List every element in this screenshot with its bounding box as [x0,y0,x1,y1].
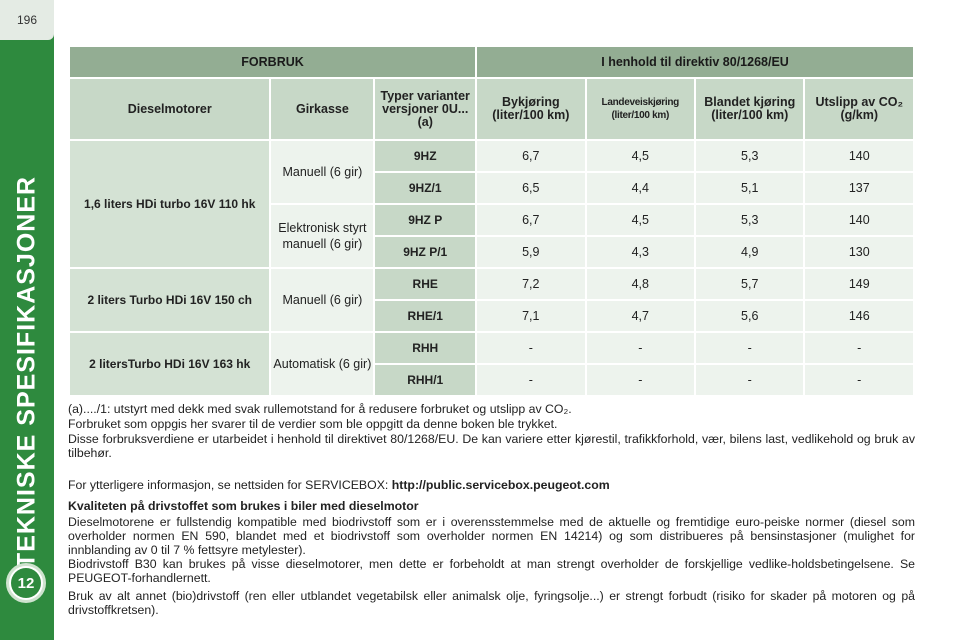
disclaimer-directive: Disse forbruksverdiene er utarbeidet i h… [68,432,915,460]
consumption-table: FORBRUK I henhold til direktiv 80/1268/E… [68,45,915,397]
co2-cell: - [805,333,913,363]
extra-urban-cell: 4,5 [586,141,695,171]
col-header-urban: Bykjøring (liter/100 km) [477,79,585,139]
section-title: TEKNISKE SPESIFIKASJONER [12,175,41,569]
extra-urban-cell: 4,5 [586,205,695,235]
combined-cell: 5,7 [696,269,804,299]
gearbox-cell: Manuell (6 gir) [271,269,374,331]
urban-cell: 5,9 [477,237,585,267]
variant-cell: 9HZ P/1 [375,237,476,267]
sidebar [0,0,54,640]
fuel-quality-heading-text: Kvaliteten på drivstoffet som brukes i b… [68,499,419,513]
variant-cell: RHE/1 [375,301,476,331]
footnote: (a)..../1: utstyrt med dekk med svak rul… [68,402,572,416]
combined-cell: 4,9 [696,237,804,267]
urban-cell: 7,2 [477,269,585,299]
combined-cell: - [696,365,804,395]
header-consumption: FORBRUK [70,47,476,77]
table-row: 2 litersTurbo HDi 16V 163 hk Automatisk … [70,333,913,395]
chapter-number: 12 [11,568,41,598]
more-info-text: For ytterligere informasjon, se nettside… [68,478,392,492]
extra-urban-cell: 4,8 [586,269,695,299]
col-header-extra-urban: Landeveiskjøring (liter/100 km) [586,79,695,139]
table-row: 9HZ/1 6,5 4,4 5,1 137 [70,173,913,203]
combined-cell: 5,3 [696,141,804,171]
urban-cell: 6,7 [477,141,585,171]
engine-cell: 2 litersTurbo HDi 16V 163 hk [70,333,270,395]
extra-urban-cell: 4,7 [586,301,695,331]
gearbox-cell: Manuell (6 gir) [271,141,374,203]
engine-cell: 2 liters Turbo HDi 16V 150 ch [70,269,270,331]
biofuel-paragraph: Dieselmotorene er fullstendig kompatible… [68,515,915,557]
urban-cell: - [477,365,585,395]
col-header-engine: Dieselmotorer [70,79,270,139]
co2-cell: 146 [805,301,913,331]
table-row: 9HZ P/1 5,9 4,3 4,9 130 [70,237,913,267]
extra-urban-cell: 4,4 [586,173,695,203]
chapter-badge: 12 [6,563,46,603]
col-header-co2: Utslipp av CO₂ (g/km) [805,79,913,139]
engine-cell: 1,6 liters HDi turbo 16V 110 hk [70,141,270,267]
b30-paragraph: Biodrivstoff B30 kan brukes på visse die… [68,557,915,585]
urban-cell: 6,5 [477,173,585,203]
servicebox-link[interactable]: http://public.servicebox.peugeot.com [391,478,610,492]
co2-cell: - [805,365,913,395]
prohibited-fuel-paragraph: Bruk av alt annet (bio)drivstoff (ren el… [68,589,915,617]
variant-cell: RHE [375,269,476,299]
table-row: Elektronisk styrt manuell (6 gir) 9HZ P … [70,205,913,267]
gearbox-cell: Automatisk (6 gir) [271,333,374,395]
variant-cell: RHH [375,333,476,363]
variant-cell: 9HZ [375,141,476,171]
col-header-combined: Blandet kjøring (liter/100 km) [696,79,804,139]
variant-cell: 9HZ P [375,205,476,235]
fuel-quality-heading: Kvaliteten på drivstoffet som brukes i b… [68,499,915,513]
co2-cell: 140 [805,141,913,171]
table-row: 1,6 liters HDi turbo 16V 110 hk Manuell … [70,141,913,267]
co2-cell: 149 [805,269,913,299]
gearbox-cell: Elektronisk styrt manuell (6 gir) [271,205,374,267]
table-row: RHE/1 7,1 4,7 5,6 146 [70,301,913,331]
extra-urban-cell: - [586,365,695,395]
header-directive: I henhold til direktiv 80/1268/EU [477,47,913,77]
urban-cell: 7,1 [477,301,585,331]
consumption-table-container: FORBRUK I henhold til direktiv 80/1268/E… [68,45,915,397]
extra-urban-cell: 4,3 [586,237,695,267]
co2-cell: 140 [805,205,913,235]
disclaimer-printed: Forbruket som oppgis her svarer til de v… [68,417,558,431]
variant-cell: 9HZ/1 [375,173,476,203]
col-header-variant: Typer varianter versjoner 0U... (a) [375,79,476,139]
combined-cell: 5,6 [696,301,804,331]
urban-cell: - [477,333,585,363]
col-header-gearbox: Girkasse [271,79,374,139]
combined-cell: 5,3 [696,205,804,235]
table-row: 2 liters Turbo HDi 16V 150 ch Manuell (6… [70,269,913,331]
urban-cell: 6,7 [477,205,585,235]
extra-urban-cell: - [586,333,695,363]
co2-cell: 130 [805,237,913,267]
more-info: For ytterligere informasjon, se nettside… [68,478,915,492]
variant-cell: RHH/1 [375,365,476,395]
combined-cell: - [696,333,804,363]
table-row: RHH/1 - - - - [70,365,913,395]
page-number: 196 [0,0,54,40]
co2-cell: 137 [805,173,913,203]
combined-cell: 5,1 [696,173,804,203]
